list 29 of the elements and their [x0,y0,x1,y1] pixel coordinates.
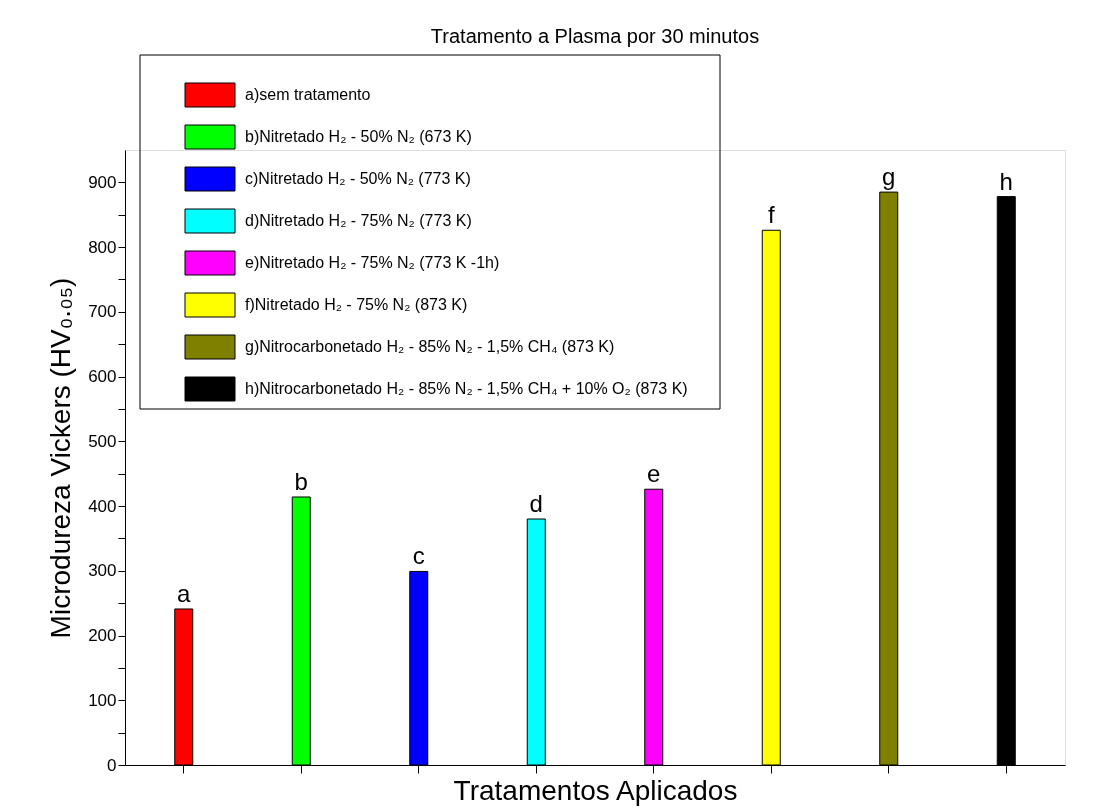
y-tick-label: 500 [88,431,117,451]
data-label: b [294,467,308,495]
data-label: d [529,490,543,517]
legend-label: a)sem tratamento [245,86,371,103]
y-tick-label: 400 [88,496,117,516]
x-axis-title: Tratamentos Aplicados [453,775,738,806]
y-tick-label: 300 [88,561,117,581]
y-tick-label: 700 [88,302,117,322]
data-label: a [177,579,192,607]
data-label: f [767,201,775,229]
data-label: h [999,167,1013,195]
data-label: g [882,163,896,191]
y-tick-label: 100 [88,690,117,710]
data-label: c [412,542,425,570]
data-label: e [647,460,661,488]
legend-label: d)Nitretado H₂ - 75% N₂ (773 K) [245,212,472,229]
chart-title: Tratamento a Plasma por 30 minutos [430,24,760,47]
legend-label: b)Nitretado H₂ - 50% N₂ (673 K) [245,128,472,145]
legend-label: f)Nitretado H₂ - 75% N₂ (873 K) [245,296,468,313]
y-tick-label: 600 [88,367,117,387]
y-tick-label: 900 [88,172,117,192]
y-tick-label: 0 [107,755,117,775]
y-tick-label: 800 [88,237,117,257]
y-tick-label: 200 [88,626,117,646]
legend-label: h)Nitrocarbonetado H₂ - 85% N₂ - 1,5% CH₄ + 10% O₂ (873 K) [245,380,688,397]
legend-label: g)Nitrocarbonetado H₂ - 85% N₂ - 1,5% CH₄ (873 K) [245,338,615,355]
legend-label: e)Nitretado H₂ - 75% N₂ (773 K -1h) [245,254,500,271]
y-axis-title: Microdureza Vickers (HV₀.₀₅) [45,277,77,639]
legend-label: c)Nitretado H₂ - 50% N₂ (773 K) [245,170,471,187]
